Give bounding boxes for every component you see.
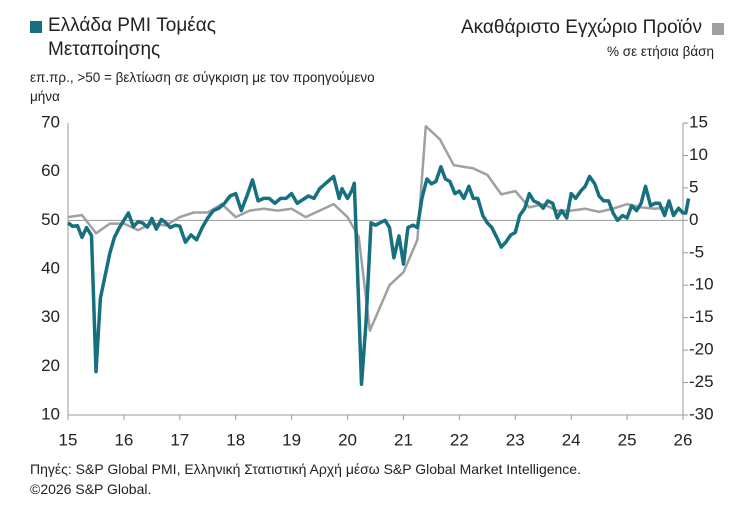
legend-label: Ελλάδα PMI Τομέας Μεταποίησης [48,15,216,60]
x-tick-label: 20 [338,430,357,449]
y2-tick-label: 5 [689,177,698,196]
y-tick-label: 70 [41,112,60,131]
legend-swatch [712,23,724,35]
x-tick-label: 21 [394,430,413,449]
x-tick-label: 18 [226,430,245,449]
y2-tick-label: -5 [689,242,704,261]
x-tick-label: 19 [282,430,301,449]
y-tick-label: 60 [41,161,60,180]
y2-tick-label: -25 [689,372,714,391]
x-tick-label: 25 [618,430,637,449]
x-tick-label: 17 [170,430,189,449]
legend-label: Ακαθάριστο Εγχώριο Προϊόν [460,17,702,38]
y2-tick-label: -15 [689,307,714,326]
y2-tick-label: 0 [689,210,698,229]
chart-subtitle: επ.πρ., >50 = βελτίωση σε σύγκριση με το… [30,70,375,104]
y-tick-label: 20 [41,356,60,375]
copyright: ©2026 S&P Global. [30,481,152,497]
y2-tick-label: 15 [689,112,708,131]
x-tick-label: 23 [506,430,525,449]
x-tick-label: 22 [450,430,469,449]
x-tick-label: 15 [59,430,78,449]
y2-tick-label: -10 [689,275,714,294]
y-tick-label: 50 [41,210,60,229]
y-tick-label: 30 [41,307,60,326]
source: Πηγές: S&P Global PMI, Ελληνική Στατιστι… [30,461,581,477]
series-line [66,165,691,387]
y-tick-label: 10 [41,404,60,423]
y2-axis-label: % σε ετήσια βάση [606,44,714,59]
y2-tick-label: 10 [689,145,708,164]
y-tick-label: 40 [41,258,60,277]
legend-swatch [30,21,42,33]
y2-tick-label: -20 [689,340,714,359]
y2-tick-label: -30 [689,404,714,423]
x-tick-label: 24 [562,430,581,449]
x-tick-label: 26 [674,430,693,449]
x-tick-label: 16 [114,430,133,449]
